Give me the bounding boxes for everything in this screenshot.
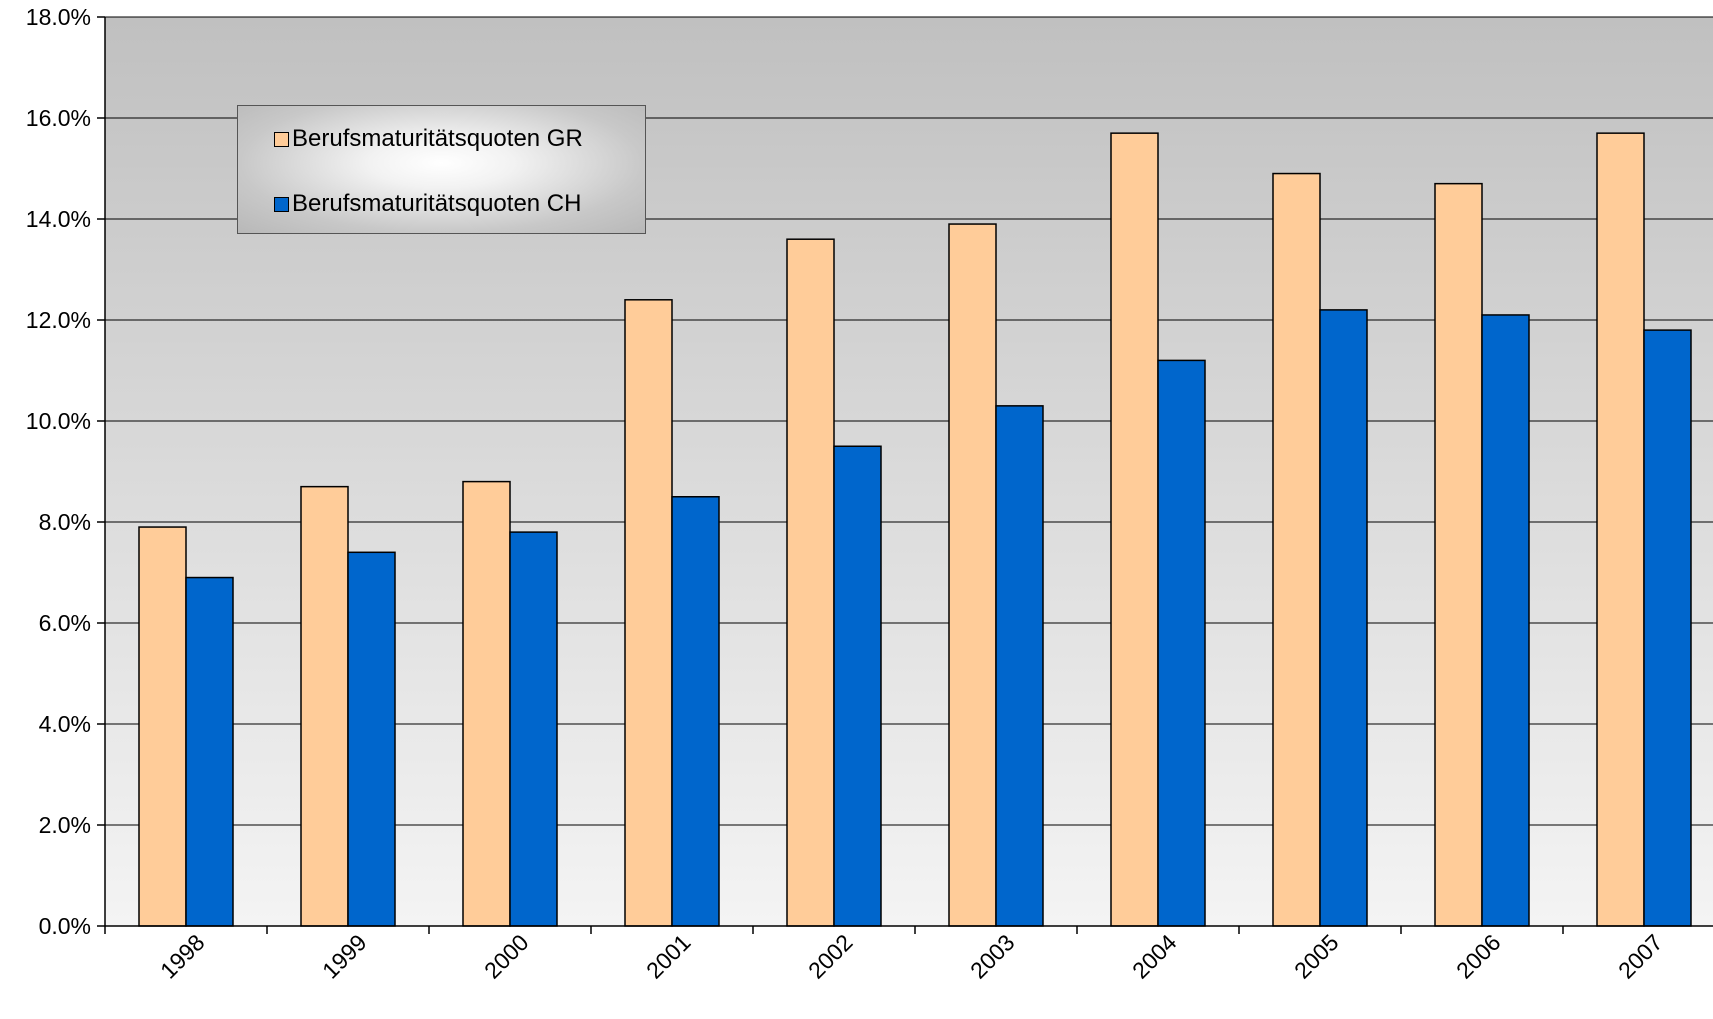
bar-ch-2000: [509, 531, 558, 927]
axes: [97, 16, 1713, 934]
bar-gr-2000: [462, 480, 511, 927]
x-tick-label: 2006: [1451, 929, 1506, 984]
x-tick-label: 1999: [317, 929, 372, 984]
bar-ch-2003: [995, 405, 1044, 927]
bar-gr-2003: [948, 223, 997, 927]
x-tick-label: 1998: [155, 929, 210, 984]
bar-gr-2004: [1110, 132, 1159, 927]
bar-gr-2002: [786, 238, 835, 927]
x-tick-label: 2004: [1127, 929, 1182, 984]
y-tick-label: 6.0%: [39, 610, 91, 636]
bar-ch-2002: [833, 445, 882, 927]
bar-gr-1999: [300, 485, 349, 927]
bar-ch-2001: [671, 496, 720, 927]
bar-ch-1998: [185, 576, 234, 927]
bar-ch-2007: [1643, 329, 1692, 927]
y-tick-label: 2.0%: [39, 812, 91, 838]
legend-swatch-ch: [274, 196, 289, 212]
legend-item-ch: Berufsmaturitätsquoten CH: [274, 189, 581, 219]
y-tick-label: 18.0%: [26, 4, 91, 30]
legend-item-gr: Berufsmaturitätsquoten GR: [274, 124, 583, 154]
bar-ch-2006: [1481, 314, 1530, 927]
y-tick-label: 12.0%: [26, 307, 91, 333]
y-tick-label: 0.0%: [39, 913, 91, 939]
x-tick-label: 2001: [641, 929, 696, 984]
bar-gr-2006: [1434, 182, 1483, 927]
legend-label-ch: Berufsmaturitätsquoten CH: [292, 190, 582, 217]
legend-label-gr: Berufsmaturitätsquoten GR: [292, 125, 583, 152]
y-tick-label: 4.0%: [39, 711, 91, 737]
x-tick-label: 2005: [1289, 929, 1344, 984]
x-tick-label: 2000: [479, 929, 534, 984]
x-tick-labels: 1998 1999 2000 2001 2002 2003 2004 2005 2006 2007: [155, 929, 1668, 984]
x-tick-label: 2002: [803, 929, 858, 984]
y-tick-label: 8.0%: [39, 509, 91, 535]
bar-ch-2005: [1319, 309, 1368, 927]
x-tick-label: 2003: [965, 929, 1020, 984]
bar-ch-1999: [347, 551, 396, 927]
legend-swatch-gr: [274, 131, 289, 147]
legend: Berufsmaturitätsquoten GR Berufsmaturitä…: [237, 105, 646, 234]
y-tick-labels: 0.0% 2.0% 4.0% 6.0% 8.0% 10.0% 12.0% 14.0% 16.0%…: [26, 4, 91, 939]
x-tick-label: 2007: [1613, 929, 1668, 984]
y-tick-label: 16.0%: [26, 105, 91, 131]
y-tick-label: 14.0%: [26, 206, 91, 232]
bar-gr-2005: [1272, 172, 1321, 927]
y-tick-label: 10.0%: [26, 408, 91, 434]
bar-ch-2004: [1157, 359, 1206, 927]
bar-gr-2007: [1596, 132, 1645, 927]
bar-gr-1998: [138, 526, 187, 927]
bar-gr-2001: [624, 299, 673, 927]
bars: [138, 132, 1692, 927]
